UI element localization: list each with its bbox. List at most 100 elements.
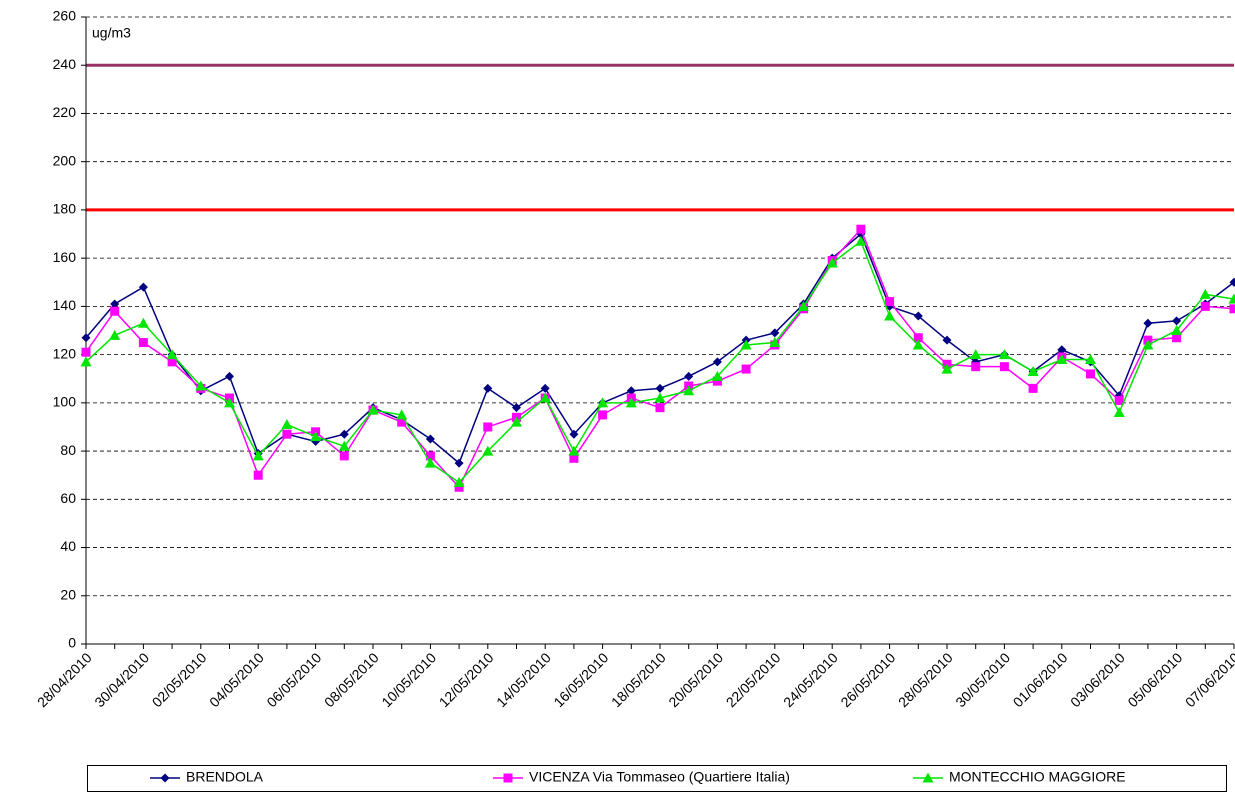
data-point — [655, 383, 665, 393]
x-tick-label: 08/05/2010 — [321, 649, 382, 710]
x-tick-label: 05/06/2010 — [1124, 649, 1185, 710]
legend-marker — [160, 773, 170, 783]
data-point — [913, 311, 923, 321]
data-point — [425, 434, 435, 444]
data-point — [1113, 406, 1125, 417]
legend-label: MONTECCHIO MAGGIORE — [949, 769, 1126, 785]
data-point — [137, 317, 149, 328]
x-tick-label: 28/05/2010 — [895, 649, 956, 710]
data-point — [1028, 383, 1038, 393]
x-tick-label: 18/05/2010 — [608, 649, 669, 710]
data-point — [282, 429, 292, 439]
x-tick-label: 12/05/2010 — [436, 649, 497, 710]
data-point — [1171, 325, 1183, 335]
data-point — [885, 297, 895, 307]
legend-marker — [503, 773, 513, 783]
data-point — [1199, 288, 1211, 299]
data-point — [540, 383, 550, 393]
y-tick-label: 20 — [60, 586, 76, 602]
x-tick-label: 02/05/2010 — [149, 649, 210, 710]
x-tick-label: 30/04/2010 — [91, 649, 152, 710]
data-point — [942, 335, 952, 345]
y-tick-label: 40 — [60, 538, 76, 554]
y-axis-label: ug/m3 — [92, 25, 131, 41]
data-point — [396, 409, 408, 420]
data-point — [826, 257, 838, 268]
data-point — [740, 339, 752, 350]
data-point — [1172, 333, 1182, 343]
x-tick-label: 30/05/2010 — [952, 649, 1013, 710]
x-tick-label: 10/05/2010 — [378, 649, 439, 710]
data-point — [195, 380, 207, 391]
data-point — [999, 362, 1009, 372]
data-point — [1142, 339, 1154, 350]
data-point — [1086, 369, 1095, 379]
data-point — [655, 403, 665, 413]
data-point — [482, 445, 494, 456]
x-tick-label: 24/05/2010 — [780, 649, 841, 710]
data-point — [1056, 353, 1068, 364]
y-tick-label: 80 — [60, 442, 76, 458]
data-point — [683, 385, 695, 396]
data-point — [998, 349, 1010, 360]
data-point — [224, 397, 235, 408]
y-tick-label: 100 — [53, 394, 77, 410]
x-tick-label: 03/06/2010 — [1067, 649, 1128, 710]
data-point — [568, 445, 580, 456]
data-point — [454, 458, 464, 468]
data-point — [855, 235, 867, 246]
y-tick-label: 0 — [68, 635, 76, 651]
data-point — [711, 370, 723, 381]
data-point — [81, 347, 91, 357]
data-point — [569, 453, 579, 463]
data-point — [81, 333, 91, 343]
x-tick-label: 26/05/2010 — [837, 649, 898, 710]
data-point — [597, 397, 609, 408]
data-point — [1027, 365, 1039, 376]
data-point — [770, 328, 780, 338]
data-point — [512, 403, 521, 413]
y-tick-label: 200 — [53, 152, 77, 168]
data-point — [339, 451, 349, 461]
data-point — [511, 416, 522, 427]
data-point — [1085, 353, 1096, 364]
data-point — [110, 306, 120, 316]
data-point — [1200, 301, 1210, 311]
data-point — [884, 310, 896, 321]
x-tick-label: 28/04/2010 — [34, 649, 95, 710]
data-point — [1114, 395, 1124, 405]
data-point — [339, 429, 349, 439]
data-point — [483, 422, 493, 432]
data-point — [453, 476, 465, 487]
data-point — [626, 386, 636, 396]
data-point — [338, 440, 350, 451]
data-point — [424, 457, 436, 468]
y-tick-label: 180 — [53, 201, 77, 217]
y-tick-label: 220 — [53, 104, 77, 120]
data-point — [310, 431, 322, 442]
data-point — [970, 349, 982, 360]
data-point — [483, 383, 493, 393]
y-tick-label: 260 — [53, 8, 77, 24]
data-point — [1229, 277, 1235, 287]
data-point — [971, 362, 981, 372]
data-point — [741, 364, 751, 374]
x-tick-label: 04/05/2010 — [206, 649, 267, 710]
data-point — [856, 224, 866, 234]
data-point — [569, 429, 579, 439]
x-tick-label: 06/05/2010 — [263, 649, 324, 710]
data-point — [539, 392, 551, 403]
data-point — [167, 357, 177, 367]
data-point — [253, 470, 263, 480]
data-point — [1172, 316, 1182, 326]
data-point — [367, 404, 379, 415]
legend-label: BRENDOLA — [186, 769, 264, 785]
data-point — [138, 282, 148, 292]
data-point — [252, 450, 264, 461]
legend-label: VICENZA Via Tommaseo (Quartiere Italia) — [529, 769, 790, 785]
data-point — [225, 371, 234, 381]
data-point — [712, 357, 722, 367]
data-point — [598, 410, 608, 420]
data-point — [769, 337, 781, 348]
x-tick-label: 14/05/2010 — [493, 649, 554, 710]
